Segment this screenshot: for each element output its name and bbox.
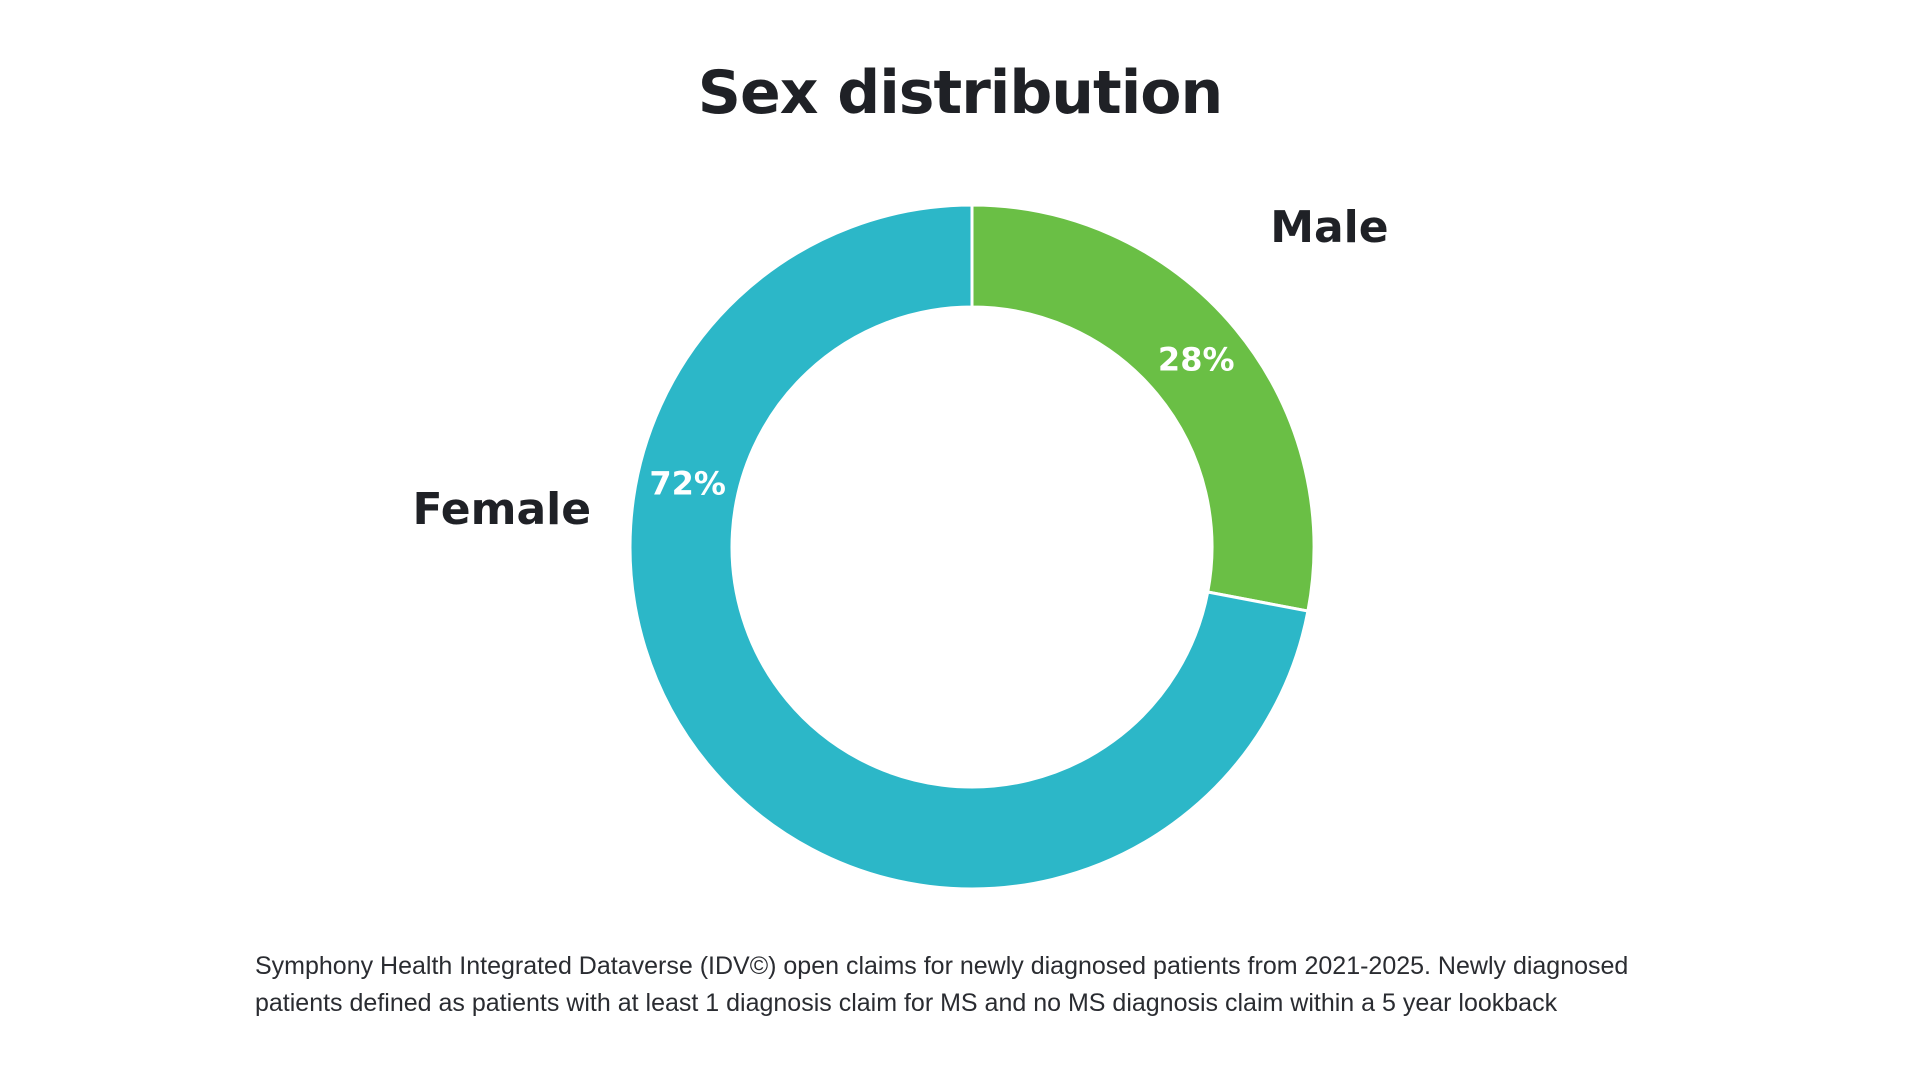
donut-slice-female [628, 203, 1310, 891]
donut-slices [628, 203, 1316, 891]
donut-slice-male [970, 203, 1316, 613]
donut-labels: 28% Male 72% Female [413, 202, 1389, 535]
value-label-male: 28% [1158, 341, 1235, 379]
footnote-line-2: patients defined as patients with at lea… [255, 989, 1558, 1017]
category-label-male: Male [1270, 202, 1388, 253]
category-label-female: Female [413, 484, 592, 535]
footnote-line-1: Symphony Health Integrated Dataverse (ID… [255, 952, 1629, 980]
footnote: Symphony Health Integrated Dataverse (ID… [255, 948, 1705, 1022]
value-label-female: 72% [649, 464, 726, 502]
chart-title: Sex distribution [697, 58, 1223, 128]
